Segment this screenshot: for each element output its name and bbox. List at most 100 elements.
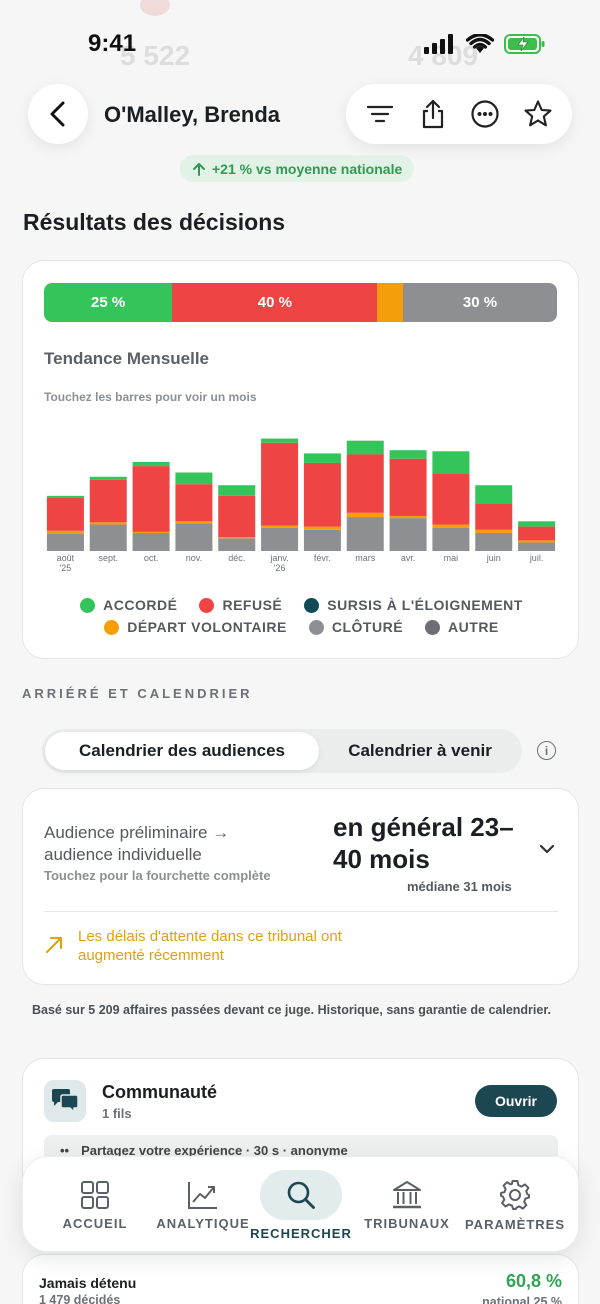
chart-bar-segment[interactable] xyxy=(89,524,127,551)
chart-bar-segment[interactable] xyxy=(518,526,556,541)
tab-rechercher[interactable]: RECHERCHER xyxy=(241,1157,361,1253)
chart-bar-segment[interactable] xyxy=(389,450,427,459)
tab-label: ANALYTIQUE xyxy=(156,1215,250,1231)
chart-bar-segment[interactable] xyxy=(475,529,513,533)
chart-bar-segment[interactable] xyxy=(475,485,513,504)
legend-label: CLÔTURÉ xyxy=(331,619,404,635)
chart-bar-segment[interactable] xyxy=(218,538,256,551)
x-tick-label: oct. xyxy=(144,553,159,563)
legend-item: DÉPART VOLONTAIRE xyxy=(104,619,287,635)
page-title: O'Malley, Brenda xyxy=(104,102,280,127)
header-actions xyxy=(346,84,572,144)
tab-accueil[interactable]: ACCUEIL xyxy=(37,1157,153,1253)
chart-bar-segment[interactable] xyxy=(175,521,213,524)
chart-bar-segment[interactable] xyxy=(346,454,384,513)
more-button[interactable] xyxy=(465,94,505,134)
legend-dot xyxy=(80,597,96,613)
chart-bar-segment[interactable] xyxy=(303,529,341,551)
active-tab-bubble xyxy=(260,1169,342,1220)
chart-bar-segment[interactable] xyxy=(303,526,341,530)
chart-bar-segment[interactable] xyxy=(475,503,513,530)
chart-bar-segment[interactable] xyxy=(218,495,256,538)
overall-bar-segment: 40 % xyxy=(172,283,378,322)
chart-bar-segment[interactable] xyxy=(46,497,84,531)
tab-label: PARAMÈTRES xyxy=(464,1216,566,1232)
chart-bar-segment[interactable] xyxy=(89,476,127,480)
chart-bar-segment[interactable] xyxy=(175,484,213,522)
chart-bar-segment[interactable] xyxy=(261,525,299,528)
chart-bar-segment[interactable] xyxy=(432,451,470,474)
chart-bar-segment[interactable] xyxy=(346,517,384,551)
chart-bar-segment[interactable] xyxy=(475,532,513,551)
stat-value: 60,8 % xyxy=(505,1271,562,1291)
status-icons xyxy=(424,33,546,55)
battery-icon xyxy=(504,34,545,54)
chart-bar-segment[interactable] xyxy=(346,512,384,518)
chart-bar-segment[interactable] xyxy=(432,527,470,551)
chart-bar-segment[interactable] xyxy=(303,453,341,463)
chart-bar-segment[interactable] xyxy=(346,440,384,455)
chart-bar-segment[interactable] xyxy=(46,534,84,551)
tab-analytique[interactable]: ANALYTIQUE xyxy=(143,1157,263,1253)
chart-bar-segment[interactable] xyxy=(132,461,170,467)
share-icon xyxy=(422,99,443,129)
chart-bar-segment[interactable] xyxy=(218,537,256,539)
chart-bar-segment[interactable] xyxy=(518,540,556,543)
overall-bar-segment: 25 % xyxy=(44,283,173,322)
arrow-up-right-icon xyxy=(46,937,62,953)
stat-label: Jamais détenu xyxy=(39,1275,137,1291)
x-tick-label: juin xyxy=(486,553,501,563)
chart-bar-segment[interactable] xyxy=(218,485,256,496)
chart-bar-segment[interactable] xyxy=(175,523,213,551)
x-tick-label: sept. xyxy=(98,553,118,563)
signal-icon xyxy=(424,34,453,54)
faded-badge xyxy=(140,0,170,16)
chart-bar-segment[interactable] xyxy=(261,438,299,443)
chart-bar-segment[interactable] xyxy=(132,531,170,533)
timeline-hint: Touchez pour la fourchette complète xyxy=(44,868,271,883)
stat-national: national 25 % xyxy=(482,1295,562,1304)
legend-item: CLÔTURÉ xyxy=(308,619,404,635)
chart-bar-segment[interactable] xyxy=(303,462,341,527)
chart-bar-segment[interactable] xyxy=(389,515,427,519)
chart-bar-segment[interactable] xyxy=(132,466,170,532)
tab-tribunaux[interactable]: TRIBUNAUX xyxy=(347,1157,467,1253)
chart-bar-segment[interactable] xyxy=(46,495,84,498)
overall-bar-segment xyxy=(377,283,404,322)
open-community-button[interactable]: Ouvrir xyxy=(475,1085,557,1117)
back-button[interactable] xyxy=(28,84,88,144)
legend-item: SURSIS À L'ÉLOIGNEMENT xyxy=(304,597,523,613)
gear-icon xyxy=(500,1179,530,1210)
chart-bar-segment[interactable] xyxy=(518,521,556,527)
x-tick-label: nov. xyxy=(186,553,202,563)
community-title: Communauté xyxy=(102,1082,218,1102)
tab-calendrier-a-venir[interactable]: Calendrier à venir xyxy=(348,741,492,760)
share-experience-text: Partagez votre expérience · 30 s · anony… xyxy=(81,1142,348,1158)
legend-label: AUTRE xyxy=(448,619,499,635)
chart-bar-segment[interactable] xyxy=(89,522,127,525)
timeline-warning: Les délais d'attente dans ce tribunal on… xyxy=(78,928,342,964)
chart-bar-segment[interactable] xyxy=(389,458,427,516)
chart-bar-segment[interactable] xyxy=(432,524,470,528)
chart-bar-segment[interactable] xyxy=(46,530,84,535)
tab-parametres[interactable]: PARAMÈTRES xyxy=(457,1157,573,1253)
chart-bar-segment[interactable] xyxy=(389,518,427,551)
chart-bar-segment[interactable] xyxy=(132,532,170,551)
chevron-down-icon[interactable] xyxy=(539,844,555,854)
filter-button[interactable] xyxy=(360,94,400,134)
chart-bar-segment[interactable] xyxy=(432,473,470,525)
legend-label: ACCORDÉ xyxy=(103,597,178,613)
chart-bar-segment[interactable] xyxy=(518,542,556,551)
chart-bar-segment[interactable] xyxy=(261,527,299,551)
info-icon[interactable]: i xyxy=(537,741,556,760)
arriere-section-title: ARRIÉRÉ ET CALENDRIER xyxy=(22,686,253,701)
chart-bar-segment[interactable] xyxy=(89,479,127,523)
chart-bar-segment[interactable] xyxy=(261,442,299,526)
favorite-button[interactable] xyxy=(518,94,558,134)
chart-bar-segment[interactable] xyxy=(175,472,213,485)
monthly-trend-title: Tendance Mensuelle xyxy=(44,349,210,368)
timeline-card[interactable]: Audience préliminaire → audience individ… xyxy=(22,788,579,985)
share-button[interactable] xyxy=(413,94,453,134)
tab-calendrier-audiences[interactable]: Calendrier des audiences xyxy=(45,732,319,770)
grid-icon xyxy=(81,1180,109,1209)
